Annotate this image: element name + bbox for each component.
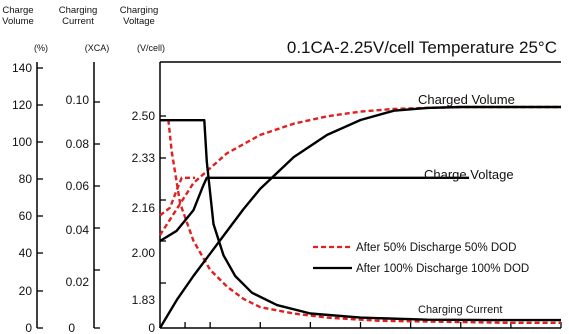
volume-tick-label: 80 [19,172,33,186]
charging-current-curve-100-dod [160,119,561,322]
voltage-tick-label: 2.16 [132,201,156,215]
charged-volume-label: Charged Volume [418,92,515,107]
legend-label-100-dod: After 100% Discharge 100% DOD [356,263,529,275]
volume-axis-unit: (%) [34,43,48,53]
volume-tick-label: 140 [12,61,32,75]
charge-voltage-label: Charge Voltage [424,167,514,182]
current-tick-label: 0.10 [66,93,90,107]
charging-current-label: Charging Current [418,304,502,316]
volume-tick-label: 120 [12,98,32,112]
charged-volume-curve-100-dod [158,105,561,329]
volume-axis-header-line2: Volume [2,16,34,27]
volume-axis-header-line1: Charge [2,5,33,16]
current-axis-ticks: 0.10 0.08 0.06 0.04 0.02 0 [66,93,100,334]
volume-tick-label: 0 [25,321,32,334]
current-tick-label: 0.08 [66,137,90,151]
current-tick-label: 0 [68,321,75,334]
volume-tick-label: 40 [19,246,33,260]
volume-axis-ticks: 140 120 100 80 60 40 20 0 [12,61,43,334]
current-tick-label: 0.04 [66,223,90,237]
volume-tick-label: 20 [19,284,33,298]
legend: After 50% Discharge 50% DOD After 100% D… [313,242,529,275]
current-axis-unit: (XCA) [85,43,110,53]
voltage-axis-unit: (V/cell) [137,43,165,53]
charging-current-curve-50-dod [160,119,561,324]
voltage-tick-label: 0 [148,321,155,334]
voltage-axis-header-line2: Voltage [123,16,155,27]
voltage-tick-label: 2.50 [132,109,156,123]
charged-volume-curve-50-dod [158,105,561,236]
volume-tick-label: 100 [12,135,32,149]
curve-layer [158,105,561,329]
voltage-axis-header-line1: Charging [120,5,159,16]
current-tick-label: 0.02 [66,275,90,289]
voltage-axis-ticks: 2.50 2.33 2.16 2.00 1.83 0 [132,109,166,334]
voltage-tick-label: 2.33 [132,151,156,165]
charge-voltage-curve-100-dod [159,176,470,243]
chart-title: 0.1CA-2.25V/cell Temperature 25°C [287,38,557,57]
voltage-tick-label: 2.00 [132,246,156,260]
legend-label-50-dod: After 50% Discharge 50% DOD [356,242,516,254]
current-axis-header-line2: Current [62,16,94,27]
charge-voltage-curve-50-dod [159,176,196,217]
current-axis-header-line1: Charging [59,5,98,16]
x-axis-ticks [184,322,562,328]
volume-tick-label: 60 [19,209,33,223]
voltage-tick-label: 1.83 [132,293,156,307]
current-tick-label: 0.06 [66,179,90,193]
